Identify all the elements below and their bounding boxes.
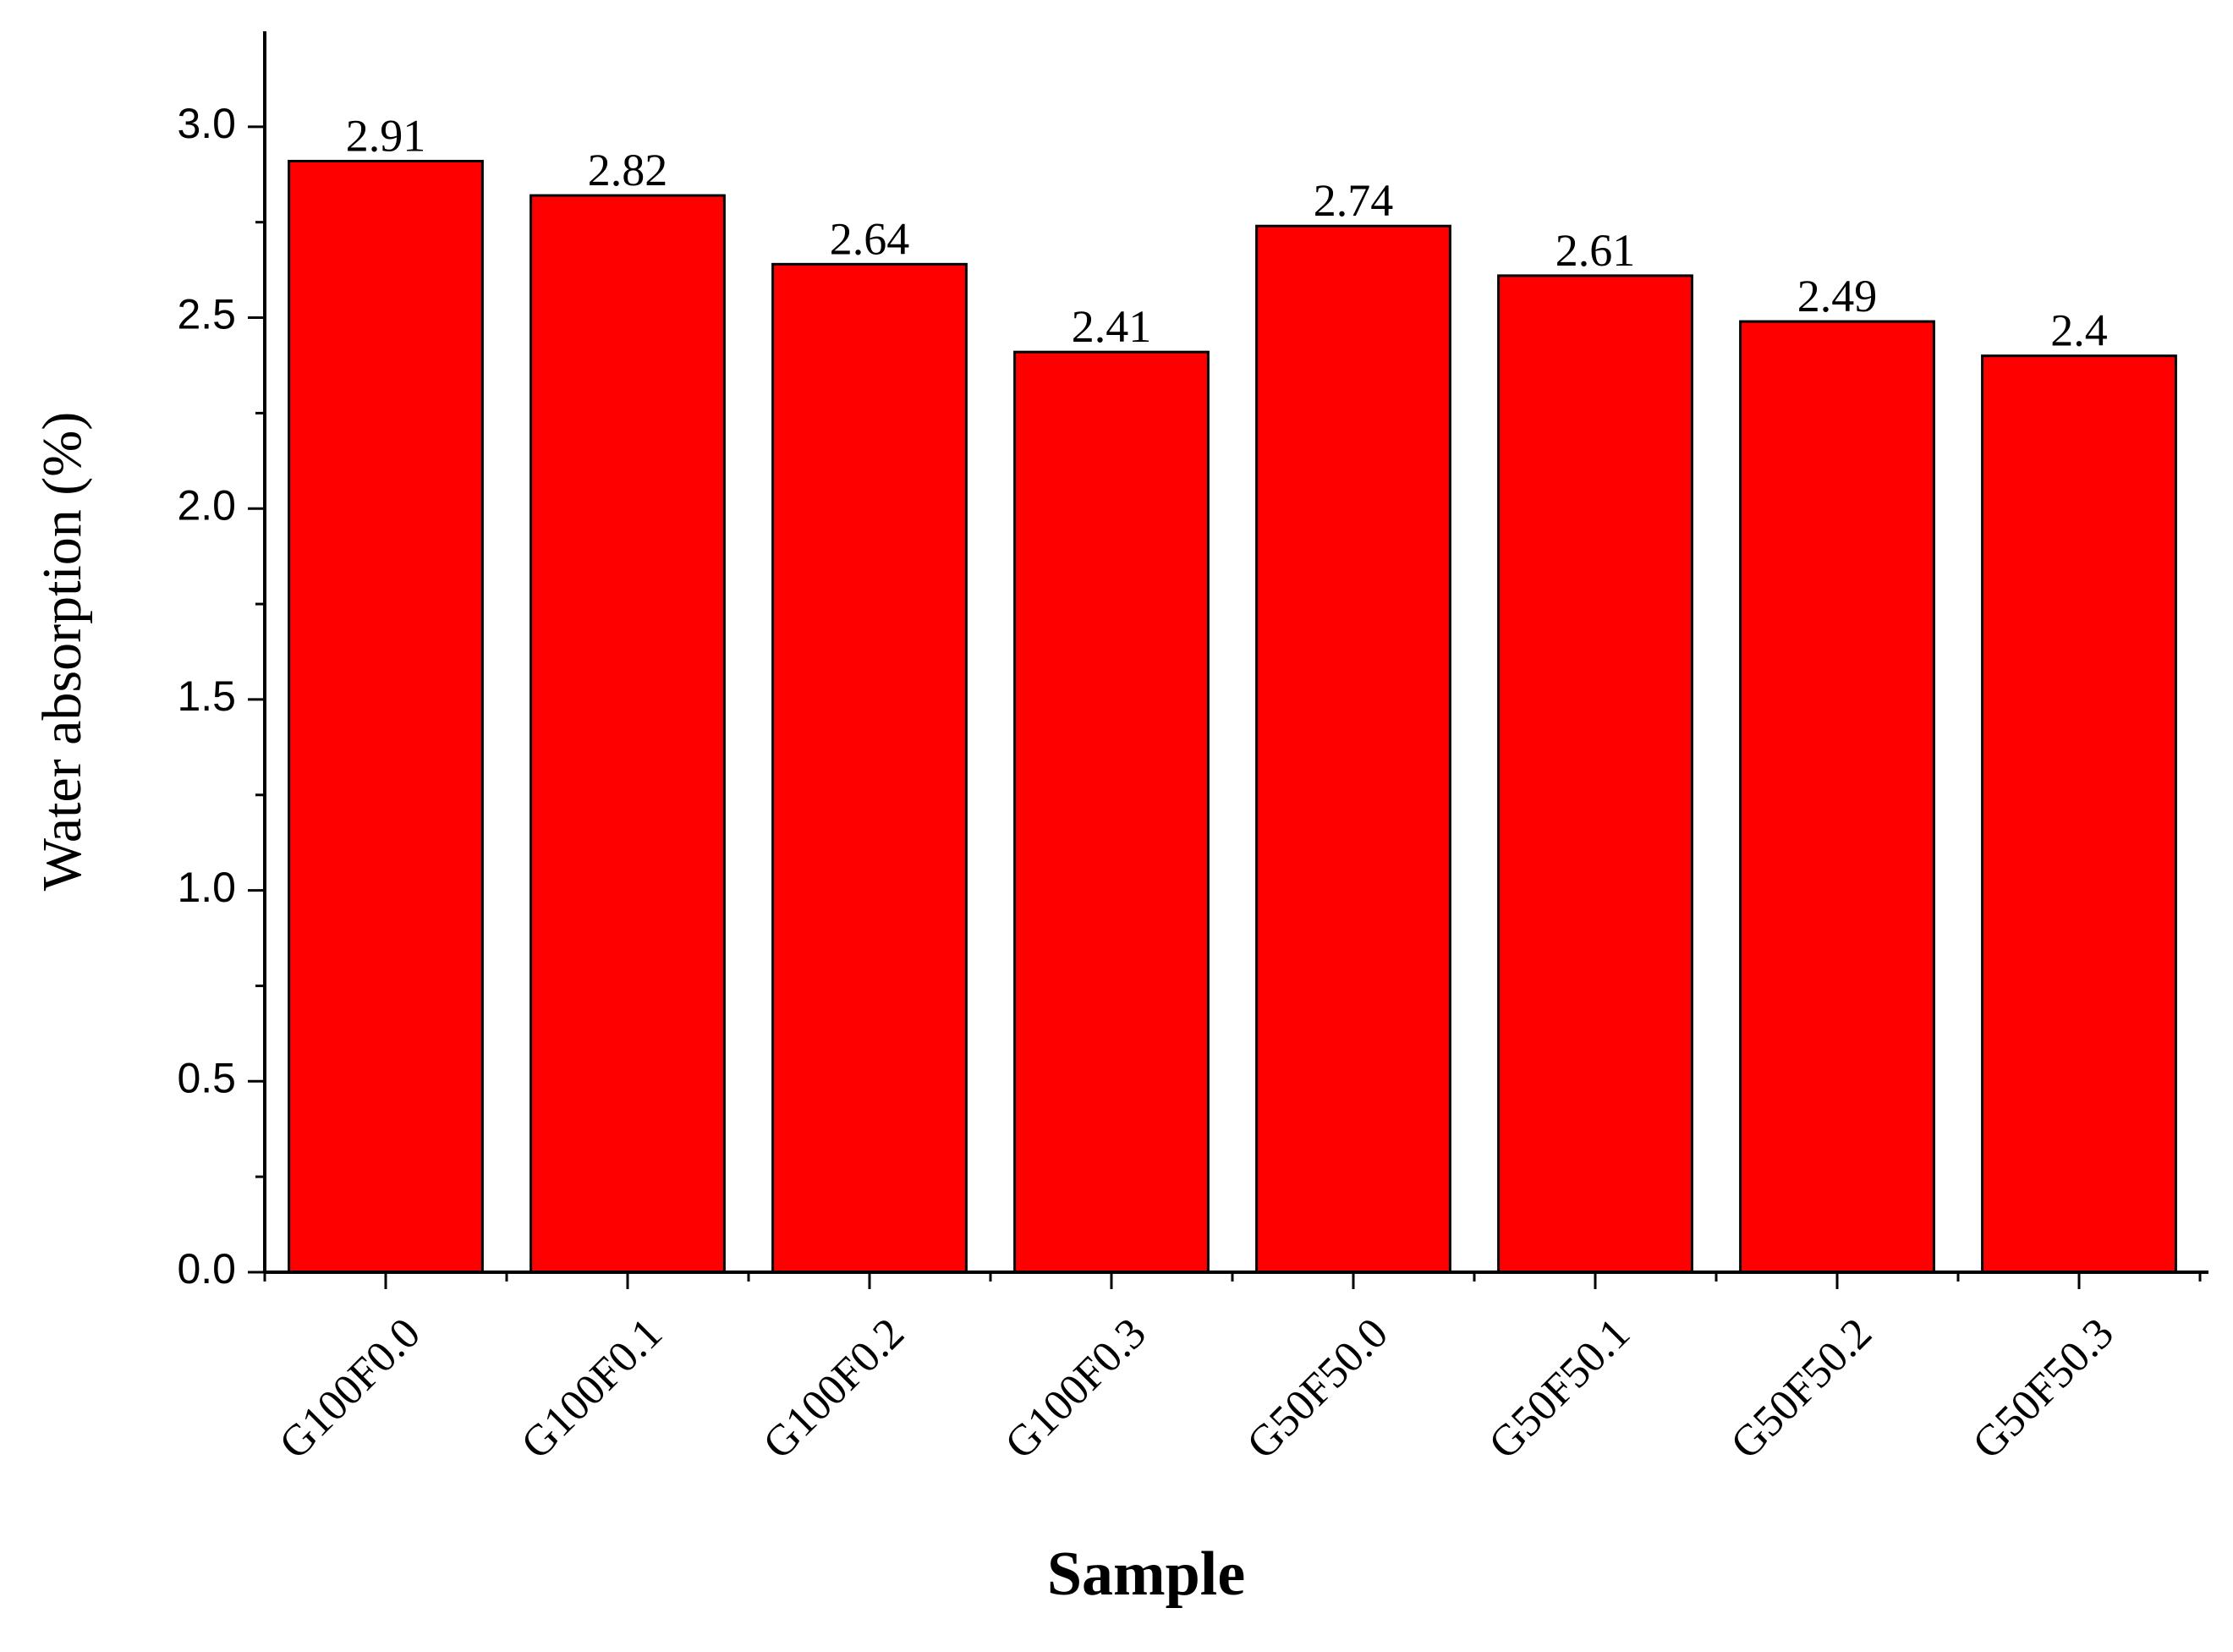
x-tick-label: G100F0.1 bbox=[513, 1309, 672, 1468]
y-tick-label: 1.0 bbox=[177, 864, 236, 911]
data-label: 2.41 bbox=[1072, 301, 1152, 352]
x-tick-label: G100F0.3 bbox=[996, 1309, 1155, 1468]
data-label: 2.82 bbox=[588, 145, 668, 195]
y-tick-label: 1.5 bbox=[177, 672, 236, 720]
y-tick-label: 2.5 bbox=[177, 291, 236, 338]
bar bbox=[288, 159, 484, 1274]
x-axis-title: Sample bbox=[1047, 1539, 1245, 1609]
x-tick-label: G100F0.0 bbox=[271, 1309, 430, 1468]
x-tick-label: G50F50.3 bbox=[1964, 1309, 2123, 1468]
x-tick-label: G50F50.0 bbox=[1238, 1309, 1397, 1468]
data-label: 2.64 bbox=[830, 213, 910, 264]
y-tick-label: 3.0 bbox=[177, 100, 236, 147]
y-tick-label: 0.0 bbox=[177, 1245, 236, 1293]
y-axis-title: Water absorption (%) bbox=[31, 412, 93, 891]
bar bbox=[1497, 274, 1693, 1274]
data-label: 2.49 bbox=[1797, 271, 1878, 321]
bar bbox=[1739, 320, 1935, 1274]
data-label: 2.91 bbox=[346, 110, 426, 161]
bar bbox=[1013, 350, 1210, 1274]
bar bbox=[1981, 354, 2177, 1274]
bar bbox=[529, 194, 726, 1274]
bar bbox=[771, 262, 968, 1274]
data-label: 2.61 bbox=[1555, 225, 1636, 276]
x-tick-label: G50F50.1 bbox=[1480, 1309, 1639, 1468]
x-tick-label: G50F50.2 bbox=[1722, 1309, 1881, 1468]
data-label: 2.74 bbox=[1314, 175, 1394, 226]
y-tick-label: 0.5 bbox=[177, 1055, 236, 1102]
data-label: 2.4 bbox=[2050, 305, 2108, 356]
x-tick-label: G100F0.2 bbox=[754, 1309, 914, 1468]
bar bbox=[1255, 224, 1451, 1274]
y-tick-label: 2.0 bbox=[177, 481, 236, 529]
